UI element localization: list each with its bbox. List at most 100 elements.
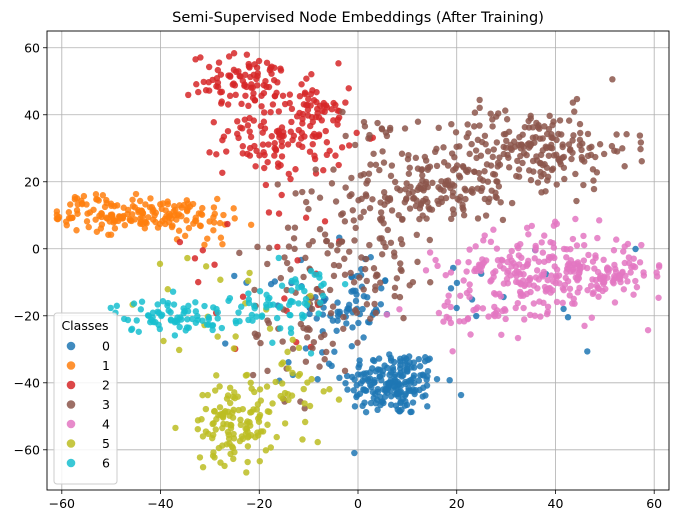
data-point bbox=[584, 130, 592, 138]
data-point bbox=[622, 272, 629, 279]
data-point bbox=[307, 267, 315, 275]
data-point bbox=[587, 282, 595, 289]
data-point bbox=[540, 299, 547, 307]
data-point bbox=[460, 277, 467, 284]
data-point bbox=[403, 195, 410, 202]
data-point bbox=[256, 386, 264, 393]
data-point bbox=[342, 380, 349, 387]
data-point bbox=[269, 101, 277, 108]
data-point bbox=[95, 197, 102, 204]
data-point bbox=[320, 280, 327, 288]
data-point bbox=[335, 161, 342, 169]
data-point bbox=[232, 319, 240, 327]
data-point bbox=[312, 133, 320, 140]
data-point bbox=[594, 234, 601, 242]
x-tick-label: −20 bbox=[246, 496, 272, 511]
data-point bbox=[417, 185, 425, 193]
data-point bbox=[206, 149, 213, 156]
data-point bbox=[311, 152, 318, 159]
data-point bbox=[396, 186, 404, 194]
data-point bbox=[343, 372, 351, 380]
data-point bbox=[615, 275, 622, 282]
data-point bbox=[515, 173, 523, 180]
data-point bbox=[344, 386, 351, 393]
data-point bbox=[320, 167, 327, 174]
data-point bbox=[500, 131, 508, 138]
data-point bbox=[473, 312, 480, 320]
data-point bbox=[559, 299, 566, 307]
data-point bbox=[481, 232, 488, 239]
data-point bbox=[253, 333, 260, 341]
data-point bbox=[378, 285, 385, 292]
data-point bbox=[630, 255, 637, 262]
data-point bbox=[251, 61, 258, 68]
data-point bbox=[279, 338, 286, 345]
data-point bbox=[621, 163, 628, 170]
data-point bbox=[580, 241, 588, 249]
data-point bbox=[532, 274, 540, 281]
data-point bbox=[258, 313, 266, 320]
y-tick-label: 40 bbox=[24, 107, 40, 122]
data-point bbox=[323, 348, 330, 356]
data-point bbox=[172, 424, 179, 432]
data-point bbox=[286, 301, 293, 309]
data-point bbox=[184, 316, 191, 323]
data-point bbox=[456, 197, 463, 204]
data-point bbox=[614, 148, 621, 155]
data-point bbox=[435, 309, 443, 317]
data-point bbox=[335, 114, 343, 121]
data-point bbox=[234, 118, 241, 125]
data-point bbox=[490, 146, 497, 153]
data-point bbox=[320, 102, 327, 109]
data-point bbox=[230, 80, 237, 87]
data-point bbox=[254, 401, 262, 408]
data-point bbox=[239, 435, 247, 443]
data-point bbox=[83, 218, 91, 225]
data-point bbox=[585, 251, 592, 259]
data-point bbox=[319, 292, 327, 299]
data-point bbox=[573, 95, 581, 103]
y-tick-label: −20 bbox=[14, 308, 40, 323]
data-point bbox=[377, 279, 384, 286]
data-point bbox=[264, 158, 271, 166]
data-point bbox=[263, 59, 271, 66]
data-point bbox=[274, 243, 281, 251]
data-point bbox=[492, 113, 500, 120]
data-point bbox=[199, 391, 206, 399]
data-point bbox=[239, 125, 246, 132]
data-point bbox=[136, 197, 144, 205]
data-point bbox=[268, 133, 275, 140]
data-point bbox=[205, 315, 213, 323]
data-point bbox=[237, 421, 245, 429]
data-point bbox=[552, 272, 560, 280]
data-point bbox=[457, 391, 465, 399]
data-point bbox=[361, 386, 368, 393]
data-point bbox=[246, 152, 254, 159]
data-point bbox=[107, 200, 115, 207]
data-point bbox=[229, 444, 237, 452]
data-point bbox=[301, 418, 309, 426]
data-point bbox=[453, 143, 460, 150]
data-point bbox=[144, 312, 152, 319]
data-point bbox=[259, 141, 267, 148]
data-point bbox=[214, 315, 221, 322]
data-point bbox=[489, 123, 496, 130]
data-point bbox=[211, 261, 218, 268]
data-point bbox=[195, 88, 202, 96]
data-point bbox=[225, 297, 232, 304]
legend-label-3: 3 bbox=[102, 397, 110, 412]
data-point bbox=[419, 393, 426, 400]
data-point bbox=[592, 252, 599, 259]
data-point bbox=[80, 192, 88, 200]
data-point bbox=[264, 260, 271, 268]
data-point bbox=[315, 114, 323, 121]
data-point bbox=[546, 112, 553, 120]
data-point bbox=[105, 231, 112, 238]
data-point bbox=[192, 217, 200, 225]
data-point bbox=[251, 305, 258, 312]
data-point bbox=[137, 306, 145, 313]
data-point bbox=[426, 236, 434, 244]
data-point bbox=[296, 109, 303, 117]
data-point bbox=[185, 224, 193, 232]
data-point bbox=[130, 300, 138, 307]
